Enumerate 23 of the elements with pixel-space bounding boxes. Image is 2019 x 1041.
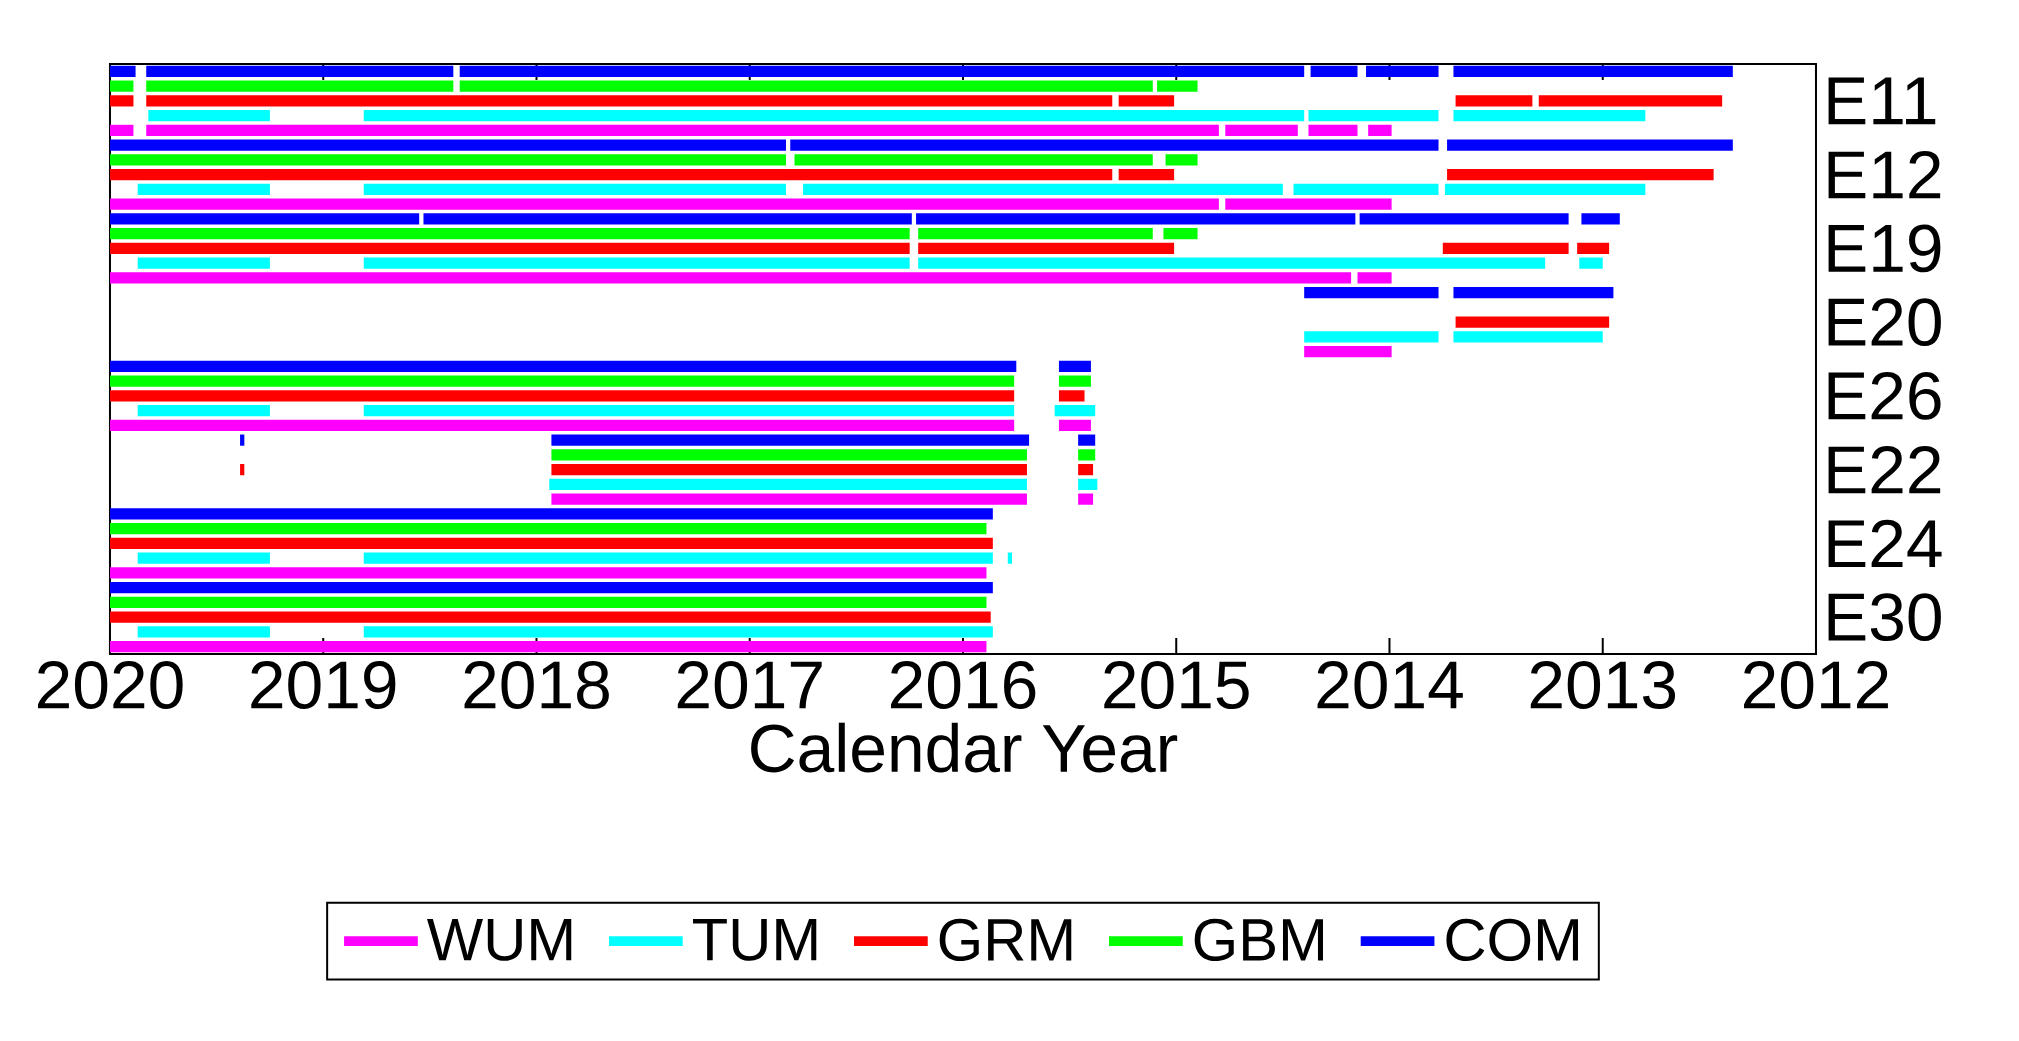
y-tick-label: E11 [1828,77,1936,125]
x-tick-label: 2014 [1317,661,1463,710]
x-tick-label: 2020 [38,661,183,710]
x-tick-label: 2018 [464,661,609,710]
x-tick-label: 2013 [1530,661,1676,710]
y-tick-label: E20 [1828,298,1941,347]
y-tick-label: E12 [1828,150,1941,199]
x-tick-label: 2019 [251,661,396,710]
x-tick-label: 2012 [1744,661,1888,710]
x-tick-label: 2015 [1104,661,1249,710]
legend-label: WUM [427,919,572,961]
y-tick-label: E24 [1828,519,1942,568]
legend-label: COM [1446,918,1578,962]
legend-label: TUM [693,919,817,961]
y-tick-label: E26 [1828,371,1941,420]
x-tick-label: 2016 [891,661,1036,710]
legend-label: GBM [1194,918,1323,962]
y-tick-label: E22 [1828,445,1941,494]
x-axis-title: Calendar Year [751,722,1178,773]
x-tick-label: 2017 [677,661,822,710]
y-tick-label: E30 [1828,593,1941,642]
y-tick-label: E19 [1828,224,1941,273]
legend-label: GRM [939,918,1072,962]
